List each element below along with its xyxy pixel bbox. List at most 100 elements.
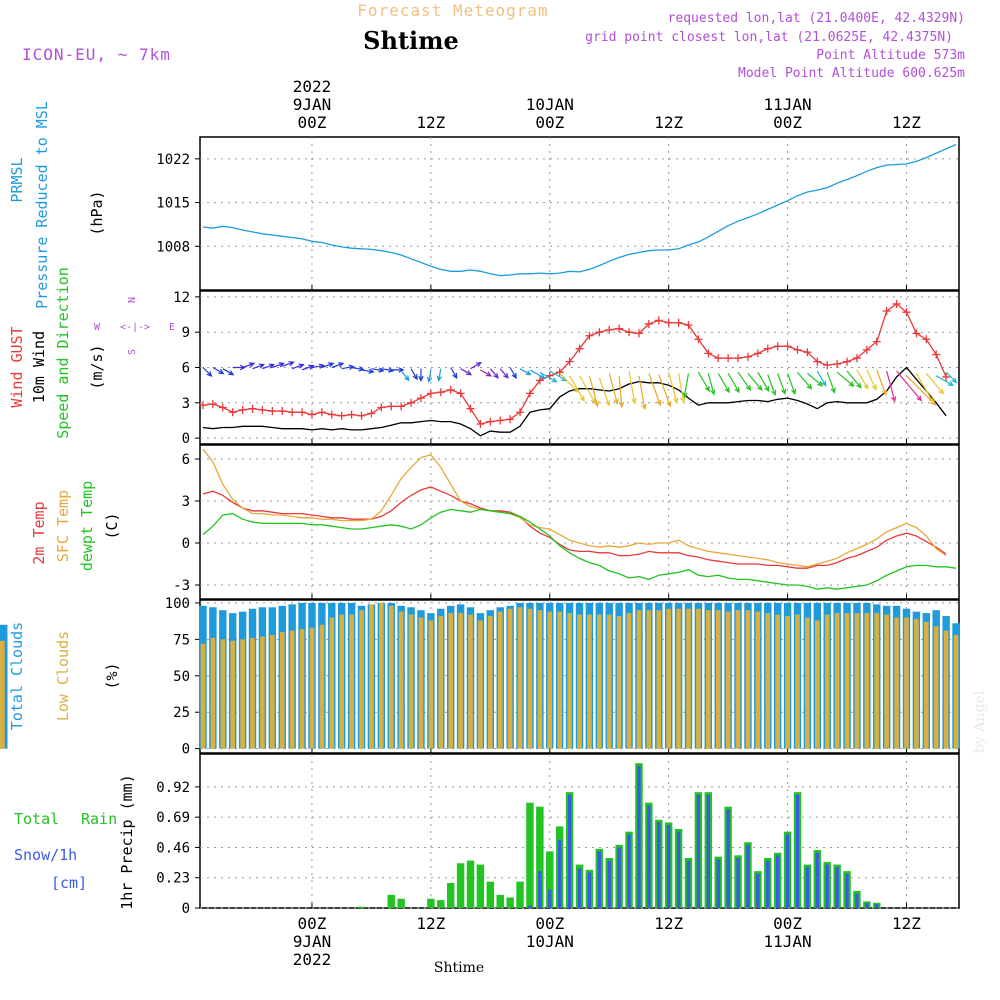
- gust-marker: [407, 398, 416, 407]
- y-tick-label: 12: [173, 290, 190, 306]
- panel-clouds: [0, 599, 960, 754]
- bar-total-rain: [526, 802, 534, 908]
- gust-marker: [238, 405, 247, 414]
- gust-marker: [268, 407, 277, 416]
- wind-arrow: [945, 371, 958, 384]
- gust-marker: [496, 416, 505, 425]
- direction-key-e: E: [169, 322, 175, 333]
- line-dewpt-temp: [202, 508, 957, 590]
- low-clouds-label: Low Clouds: [54, 631, 72, 721]
- wind-arrow: [668, 372, 679, 404]
- wind-arrow: [381, 367, 395, 373]
- bottom-time-label: 12Z: [416, 914, 445, 933]
- wind-arrow: [311, 363, 326, 369]
- bar-low-clouds: [616, 616, 622, 749]
- bar-snow-1h: [795, 794, 800, 908]
- wind-arrow: [450, 367, 458, 380]
- bar-low-clouds: [468, 614, 473, 749]
- gust-marker: [208, 399, 217, 408]
- bar-snow-1h: [756, 873, 760, 908]
- bar-low-clouds: [497, 611, 503, 749]
- wind-arrow: [499, 368, 509, 379]
- bar-total-rain: [486, 881, 495, 908]
- wind-arrow: [906, 375, 937, 406]
- wind-arrow: [321, 362, 335, 369]
- bar-low-clouds: [458, 613, 463, 749]
- bar-low-clouds: [537, 610, 543, 749]
- bar-low-clouds: [933, 626, 939, 749]
- gust-marker: [912, 329, 921, 338]
- gust-marker: [803, 348, 812, 357]
- bar-low-clouds: [527, 608, 533, 749]
- bottom-time-label: 2022: [293, 950, 332, 969]
- bar-total-rain: [387, 894, 395, 908]
- bar-total-rain: [427, 898, 435, 908]
- bar-low-clouds: [488, 616, 493, 749]
- wind-arrow: [747, 372, 763, 391]
- bar-low-clouds: [289, 630, 295, 749]
- pressure-unit: (hPa): [88, 190, 106, 235]
- bar-snow-1h: [548, 889, 552, 908]
- wind-arrow: [876, 369, 887, 396]
- meteogram-title: Forecast Meteogram: [357, 1, 548, 20]
- bar-snow-1h: [587, 872, 592, 908]
- bar-low-clouds: [339, 614, 344, 749]
- bar-snow-1h: [726, 809, 730, 908]
- gust-marker: [426, 389, 435, 398]
- wind-arrow: [638, 375, 647, 411]
- y-tick-label: 0.46: [156, 840, 190, 856]
- gust-marker: [476, 419, 485, 428]
- bar-low-clouds: [438, 616, 444, 749]
- direction-key-n: N: [127, 297, 138, 303]
- y-tick-label: 0.92: [156, 780, 190, 796]
- bar-low-clouds: [0, 649, 5, 749]
- gust-marker: [456, 389, 465, 398]
- bottom-time-label: 00Z: [298, 914, 327, 933]
- gust-marker: [862, 345, 871, 354]
- bar-low-clouds: [686, 608, 691, 749]
- clouds-unit: (%): [103, 662, 121, 689]
- gust-marker: [605, 325, 614, 334]
- bar-low-clouds: [270, 634, 275, 749]
- temp-dewpt-label: dewpt Temp: [78, 481, 96, 571]
- gust-marker: [486, 417, 495, 426]
- pressure-label-name: Pressure Reduced to MSL: [33, 101, 51, 309]
- bar-low-clouds: [606, 614, 612, 749]
- footer-location: Shtime: [434, 960, 484, 976]
- bar-snow-1h: [825, 864, 829, 908]
- gust-marker: [634, 329, 643, 338]
- bar-snow-1h: [766, 860, 770, 908]
- wind-arrow: [242, 362, 256, 369]
- bar-low-clouds: [666, 608, 671, 749]
- bar-snow-1h: [785, 834, 790, 908]
- direction-key-s: S: [127, 349, 138, 355]
- wind-arrow: [436, 368, 443, 382]
- gust-marker: [823, 361, 832, 370]
- wind-arrow: [727, 373, 740, 394]
- wind-arrow: [757, 371, 770, 393]
- bar-snow-1h: [686, 860, 691, 908]
- direction-key-center: <-|->: [120, 322, 150, 333]
- bar-low-clouds: [359, 610, 364, 749]
- bar-low-clouds: [329, 617, 335, 749]
- bar-low-clouds: [587, 614, 592, 749]
- y-tick-label: 0: [182, 431, 190, 447]
- gust-marker: [288, 408, 297, 417]
- grid-point-coords: grid point closest lon,lat (21.0625E, 42…: [585, 30, 953, 45]
- panel-frame: [199, 136, 960, 291]
- bar-low-clouds: [379, 602, 384, 749]
- wind-arrow: [866, 369, 877, 391]
- y-tick-label: -3: [173, 578, 190, 594]
- bar-low-clouds: [676, 608, 681, 749]
- bar-low-clouds: [577, 614, 582, 749]
- gust-marker: [565, 357, 574, 366]
- bar-low-clouds: [408, 614, 414, 749]
- bar-total-rain: [466, 860, 475, 908]
- top-time-label: 00Z: [298, 113, 327, 132]
- bar-low-clouds: [398, 611, 404, 749]
- wind-arrow: [371, 367, 385, 373]
- bar-low-clouds: [834, 613, 840, 749]
- legend-snow: Snow/1h: [14, 846, 77, 864]
- bar-snow-1h: [845, 873, 849, 908]
- bar-low-clouds: [844, 613, 850, 749]
